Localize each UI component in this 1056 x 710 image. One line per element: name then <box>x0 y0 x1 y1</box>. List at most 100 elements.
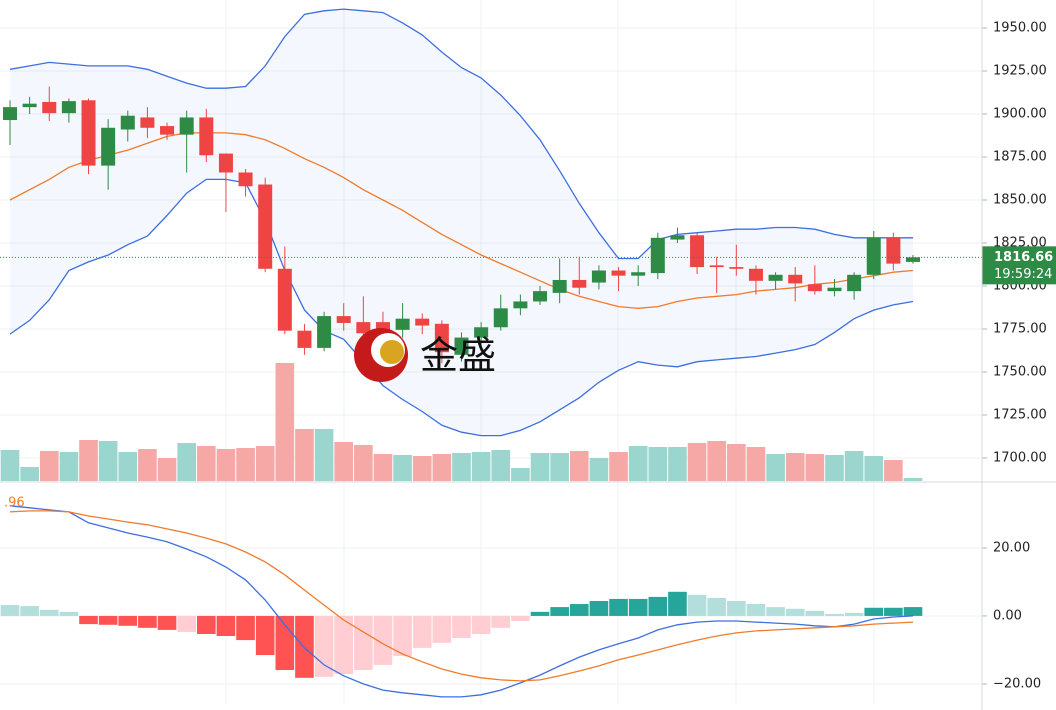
histogram-bar <box>903 607 923 616</box>
vertical-grid <box>225 0 875 704</box>
y-tick-label: 20.00 <box>993 540 1030 555</box>
volume-bar <box>569 451 589 481</box>
volume-bar <box>275 363 295 481</box>
candle-body <box>690 235 705 268</box>
volume-bar <box>255 446 275 481</box>
histogram-bar <box>746 604 766 616</box>
candle-body <box>748 268 763 281</box>
candle-body <box>454 337 469 355</box>
histogram-bar <box>825 613 844 616</box>
histogram-bar <box>609 598 628 616</box>
volume-bar <box>628 446 648 481</box>
volume-bar <box>98 441 118 481</box>
candle-body <box>140 117 155 128</box>
y-tick-label: 1925.00 <box>993 64 1047 79</box>
histogram-bar <box>589 600 609 616</box>
candle-body <box>22 103 37 108</box>
candle-body <box>572 279 587 288</box>
candle-body <box>729 267 744 269</box>
volume-bar <box>491 450 511 481</box>
volume-bar <box>157 458 177 481</box>
y-tick-label: 1700.00 <box>993 450 1047 465</box>
candle-body <box>160 126 175 135</box>
logo-core <box>380 340 404 364</box>
volume-bar <box>530 453 550 481</box>
histogram-bar <box>687 594 707 616</box>
histogram-bar <box>844 612 864 616</box>
y-tick-label: 1750.00 <box>993 364 1047 379</box>
band-fill <box>10 9 913 436</box>
candle-body <box>317 316 332 348</box>
y-tick-label: 1950.00 <box>993 21 1047 36</box>
volume-bar <box>609 452 628 481</box>
candle-body <box>650 237 665 274</box>
macd-line <box>9 510 914 682</box>
y-tick-label: 0.00 <box>993 608 1022 623</box>
candle-body <box>788 274 803 284</box>
y-tick-label: 1850.00 <box>993 193 1047 208</box>
volume-bar <box>373 454 393 481</box>
candle-body <box>631 272 646 276</box>
plot: 1700.001725.001750.001775.001800.001825.… <box>0 8 1056 698</box>
candle-body <box>827 287 842 292</box>
volume-bar <box>334 442 354 481</box>
indicator-value: .96 <box>4 496 25 511</box>
histogram-bar <box>628 598 648 616</box>
volume-bar <box>0 450 20 481</box>
watermark-logo: 金盛 <box>354 328 496 382</box>
volume-bar <box>511 468 530 481</box>
histogram-bar <box>393 615 412 657</box>
candle-body <box>847 274 862 292</box>
indicator-line <box>9 132 914 309</box>
histogram-bar <box>766 607 785 616</box>
histogram-bar <box>452 615 471 639</box>
volume-bar <box>648 447 668 481</box>
volume-bar <box>412 456 432 481</box>
candle-body <box>61 101 76 114</box>
histogram-bar <box>20 606 39 616</box>
candle-body <box>42 101 57 114</box>
histogram-bar <box>727 600 746 616</box>
candle-body <box>807 284 822 292</box>
volume-bar <box>903 478 923 481</box>
histogram-bar <box>530 611 550 616</box>
indicator-line <box>9 178 914 437</box>
candle-body <box>199 117 214 156</box>
indicator-line <box>9 8 913 260</box>
histogram-bar <box>785 608 805 616</box>
histogram-bar <box>138 615 157 628</box>
histogram-bar <box>98 615 118 625</box>
candle-body <box>434 323 449 353</box>
volume-bar <box>727 444 746 481</box>
candle-body <box>768 274 783 281</box>
volume-bar <box>79 440 98 481</box>
histogram-bar <box>354 615 373 670</box>
volume-bar <box>177 443 196 481</box>
volume-bar <box>471 452 491 481</box>
histogram-bar <box>216 615 236 636</box>
histogram-bar <box>334 615 354 675</box>
histogram-bar <box>236 615 255 641</box>
volume-bar <box>314 429 334 481</box>
histogram-bar <box>373 615 393 665</box>
histogram-bar <box>157 615 177 630</box>
watermark-text: 金盛 <box>420 334 496 378</box>
macd-line <box>9 505 914 698</box>
volume-bar <box>59 452 79 481</box>
volume-bar <box>668 447 687 481</box>
volume-bar <box>39 451 59 481</box>
candle-body <box>3 107 17 121</box>
histogram-bar <box>550 607 569 616</box>
volume-bar <box>766 454 785 481</box>
candle-body <box>297 330 312 348</box>
candle-body <box>866 237 881 275</box>
volume-bar <box>452 453 471 481</box>
candle-body <box>611 270 626 276</box>
histogram-bar <box>432 615 452 643</box>
volume-bar <box>216 449 236 481</box>
candle-body <box>218 153 233 173</box>
histogram-bar <box>59 611 79 616</box>
candle-body <box>513 301 528 309</box>
histogram-bar <box>805 610 825 616</box>
candle-body <box>120 115 135 130</box>
